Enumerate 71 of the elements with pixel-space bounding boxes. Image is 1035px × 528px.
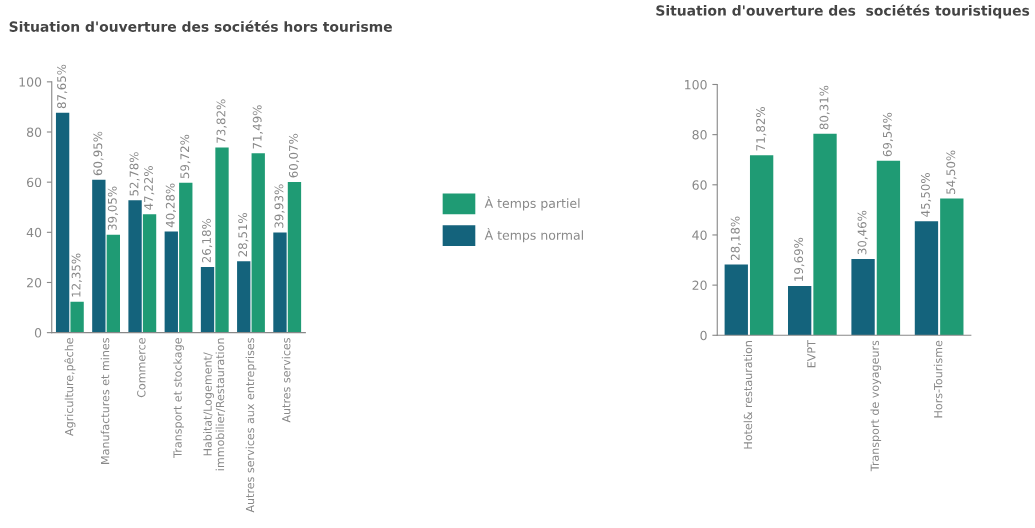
data-label: 30,46%	[857, 210, 868, 255]
x-tick-label: Hotel& restauration	[743, 341, 753, 449]
data-label: 26,18%	[202, 218, 213, 263]
x-tick-label: Agriculture,pêche	[64, 338, 76, 436]
data-label: 28,18%	[730, 216, 741, 260]
x-tick-label: Habitat/Logement/ immobilier/Restauration	[203, 338, 226, 471]
data-label: 87,65%	[57, 64, 68, 109]
bar	[70, 301, 84, 333]
bar	[179, 182, 193, 333]
y-tick-label: 100	[685, 79, 707, 90]
bar	[273, 232, 287, 333]
x-tick-label: Hors-Tourisme	[933, 340, 943, 418]
data-label: 60,07%	[288, 133, 300, 178]
data-label: 40,28%	[165, 183, 176, 228]
bar	[106, 234, 120, 333]
data-label: 80,31%	[819, 85, 830, 130]
bar	[876, 160, 901, 336]
y-tick-label: 80	[26, 127, 42, 137]
y-tick-label: 80	[692, 130, 707, 140]
y-tick-label: 20	[27, 277, 42, 288]
bar	[724, 264, 748, 336]
x-tick-label: Manufactures et mines	[100, 338, 110, 464]
data-label: 28,51%	[238, 213, 249, 257]
y-tick-label: 40	[692, 230, 707, 240]
bar	[92, 179, 106, 333]
y-tick-label: 0	[34, 328, 42, 338]
bar	[128, 200, 142, 333]
data-label: 52,78%	[129, 152, 140, 196]
bar	[914, 221, 939, 336]
y-tick-label: 60	[26, 177, 42, 188]
data-label: 12,35%	[71, 253, 82, 297]
data-label: 60,95%	[93, 131, 104, 176]
x-tick-label: Autres services	[281, 338, 291, 423]
data-label: 39,05%	[107, 186, 118, 231]
data-label: 59,72%	[180, 134, 191, 179]
y-tick-label: 20	[692, 280, 707, 291]
data-label: 47,22%	[144, 166, 155, 210]
bar	[813, 133, 837, 336]
x-tick-label: Autres services aux entreprises	[245, 338, 257, 513]
data-label: 39,93%	[274, 184, 285, 228]
bar	[251, 153, 265, 333]
bar	[215, 147, 229, 333]
x-tick-label: Transport et stockage	[173, 338, 184, 458]
bar	[851, 258, 875, 336]
data-label: 45,50%	[920, 173, 932, 217]
legend-label: À temps partiel	[484, 196, 580, 211]
data-label: 54,50%	[946, 150, 957, 194]
chart-title: Situation d'ouverture des sociétés hors tourisme	[9, 20, 392, 32]
bar	[940, 198, 964, 336]
bar	[237, 261, 251, 333]
y-tick-label: 40	[26, 227, 42, 238]
y-tick-label: 60	[692, 180, 707, 190]
data-label: 73,82%	[216, 99, 227, 143]
bar	[788, 285, 812, 336]
x-tick-label: Commerce	[137, 338, 146, 398]
bar	[287, 181, 302, 333]
bar	[200, 266, 215, 333]
chart-title: Situation d'ouverture des sociétés touristiques	[656, 4, 1030, 19]
bar	[142, 214, 157, 333]
data-label: 71,82%	[756, 107, 767, 151]
y-tick-label: 100	[19, 77, 42, 87]
y-tick-label: 0	[700, 330, 707, 341]
data-label: 69,54%	[882, 112, 894, 157]
x-tick-label: EVPT	[807, 340, 816, 368]
bar	[55, 112, 70, 333]
data-label: 71,49%	[252, 105, 263, 149]
bar	[749, 155, 774, 336]
bar	[164, 231, 178, 333]
legend-label: À temps normal	[484, 228, 583, 243]
data-label: 19,69%	[794, 237, 805, 281]
x-tick-label: Transport de voyageurs	[870, 340, 882, 472]
